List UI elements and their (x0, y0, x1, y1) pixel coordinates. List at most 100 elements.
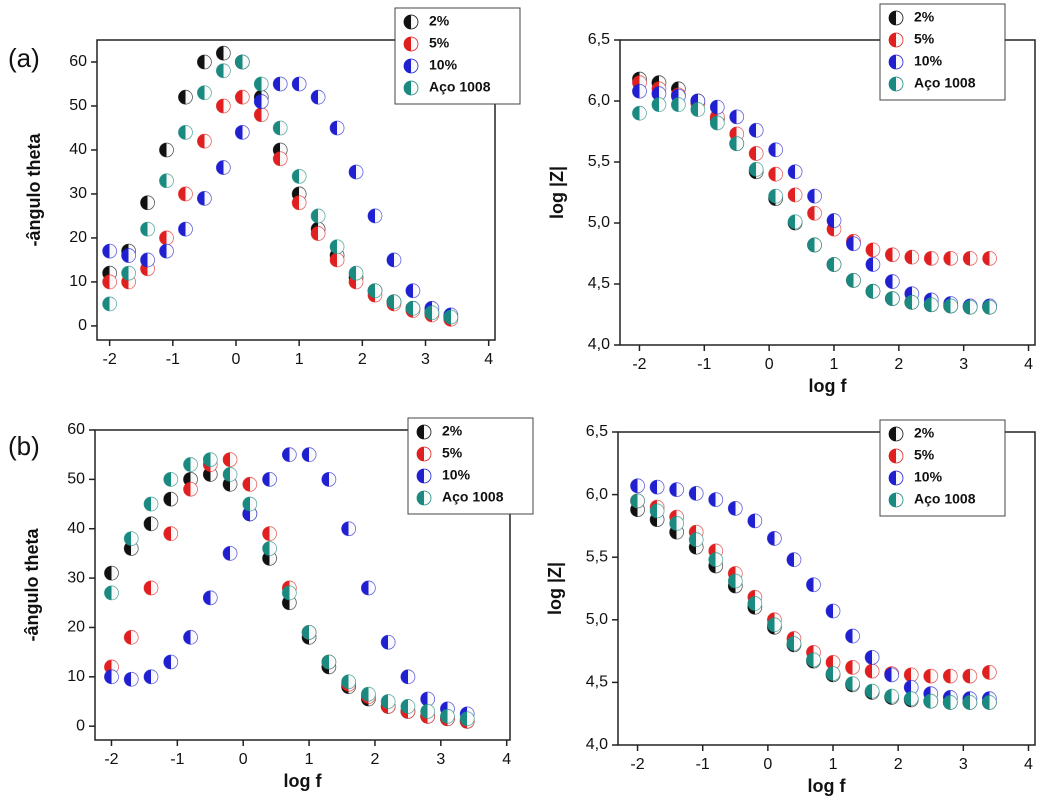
data-point (386, 294, 402, 310)
x-tick-label: 0 (239, 751, 248, 768)
data-point (272, 120, 288, 136)
data-point (903, 667, 919, 683)
legend-label: Aço 1008 (429, 79, 491, 95)
data-point (748, 161, 764, 177)
x-tick-label: 4 (502, 751, 511, 768)
y-tick-label: 30 (69, 185, 87, 202)
plot-frame (96, 39, 496, 341)
legend-label: 5% (914, 447, 935, 463)
data-point (787, 164, 803, 180)
data-point (669, 515, 685, 531)
data-point (178, 221, 193, 237)
y-tick-label: 6,0 (588, 92, 610, 109)
data-point (102, 243, 118, 259)
data-point (143, 669, 159, 685)
data-point (104, 565, 119, 581)
data-point (291, 168, 307, 184)
legend-label: Aço 1008 (914, 75, 976, 91)
x-axis-title: log f (808, 776, 847, 796)
data-point (321, 654, 337, 670)
legend-marker (888, 76, 904, 92)
y-tick-label: 10 (69, 273, 87, 290)
legend-marker (416, 424, 432, 440)
data-point (178, 124, 193, 140)
y-tick-label: 5,5 (588, 153, 610, 170)
data-point (865, 242, 881, 258)
data-point (104, 669, 119, 685)
data-point (669, 482, 685, 497)
data-point (196, 54, 212, 70)
data-point (727, 500, 743, 516)
data-point (272, 151, 288, 167)
legend-label: 2% (429, 13, 450, 29)
y-axis-title: -ângulo theta (24, 133, 44, 247)
data-point (281, 447, 297, 463)
data-point (825, 603, 841, 619)
data-point (923, 250, 939, 266)
y-axis-title: log |Z| (545, 562, 565, 615)
data-point (846, 272, 861, 288)
data-point (123, 629, 139, 645)
legend-label: 2% (914, 9, 935, 25)
panel-label: (a) (8, 43, 40, 73)
data-point (962, 299, 978, 315)
data-point (202, 452, 218, 468)
data-point (262, 541, 277, 556)
data-point (143, 496, 159, 512)
data-point (178, 89, 193, 105)
data-point (865, 283, 881, 299)
data-point (380, 694, 396, 709)
legend-label: 5% (914, 31, 935, 47)
legend-marker (888, 32, 904, 48)
x-tick-label: 0 (765, 356, 774, 373)
data-point (864, 649, 880, 665)
x-tick-label: 3 (959, 756, 968, 773)
data-point (301, 447, 317, 463)
data-point (159, 173, 174, 189)
y-tick-label: 0 (78, 317, 87, 334)
legend-label: 2% (914, 425, 935, 441)
x-tick-label: 2 (894, 356, 903, 373)
data-point (807, 237, 822, 253)
data-point (982, 250, 998, 266)
data-point (159, 243, 174, 259)
data-point (380, 634, 396, 650)
data-point (981, 664, 997, 680)
legend-label: 5% (429, 35, 450, 51)
data-point (253, 76, 269, 92)
plot-frame (94, 429, 511, 741)
y-tick-label: 20 (67, 619, 85, 636)
y-tick-label: 50 (67, 471, 85, 488)
data-point (962, 695, 978, 710)
data-point (884, 291, 900, 307)
data-point (747, 513, 763, 529)
data-point (981, 695, 997, 710)
legend-marker (888, 54, 904, 70)
data-point (140, 195, 155, 211)
data-point (708, 492, 724, 508)
data-point (215, 63, 231, 79)
data-point (709, 115, 725, 131)
data-point (786, 552, 802, 568)
data-point (632, 83, 647, 99)
data-point (262, 471, 277, 487)
data-point (360, 580, 376, 596)
legend-marker (403, 14, 419, 30)
data-point (708, 552, 724, 568)
data-point (942, 695, 958, 710)
data-point (163, 526, 179, 542)
data-point (202, 590, 218, 606)
data-point (163, 471, 179, 487)
legend-marker (403, 58, 419, 74)
legend-marker (416, 446, 432, 462)
data-point (329, 239, 345, 255)
legend-label: 2% (442, 423, 463, 439)
data-point (884, 688, 900, 704)
legend-marker (888, 492, 904, 508)
data-point (310, 208, 326, 224)
x-tick-label: -2 (104, 751, 118, 768)
data-point (102, 296, 118, 312)
x-tick-label: 4 (1024, 756, 1033, 773)
x-tick-label: -2 (103, 351, 117, 368)
legend-marker (888, 426, 904, 442)
